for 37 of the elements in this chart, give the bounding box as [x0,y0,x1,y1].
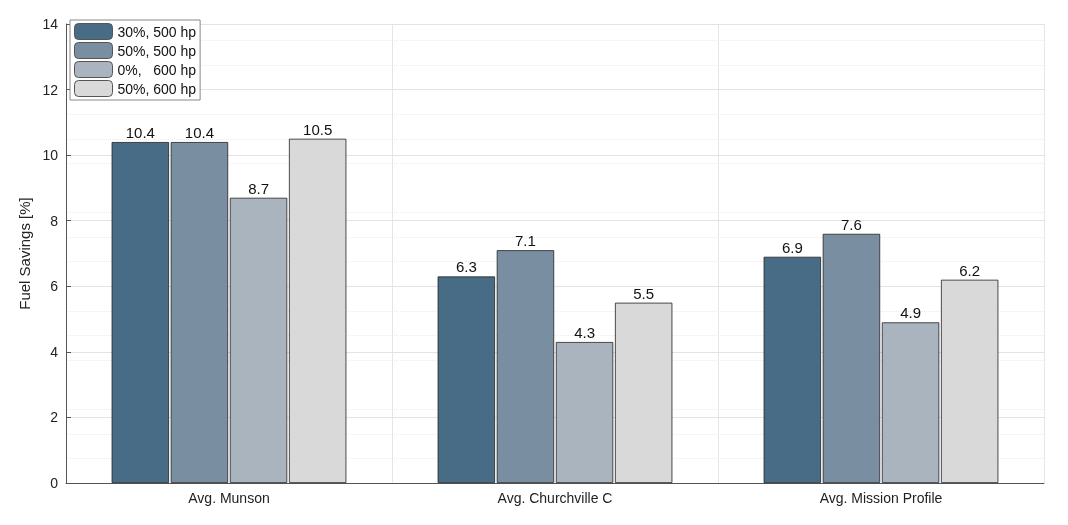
y-tick-label: 12 [42,81,59,98]
x-tick-label: Avg. Mission Profile [819,490,943,506]
bar [437,276,496,483]
y-axis-title: Fuel Savings [%] [15,197,33,310]
data-label: 8.7 [248,179,269,197]
data-label: 6.2 [959,261,981,279]
bar [822,233,881,483]
data-label: 5.5 [633,284,655,302]
x-tick-label: Avg. Munson [188,490,270,506]
data-label: 10.4 [125,124,155,142]
y-tick-label: 14 [42,16,59,32]
bar [496,250,555,483]
data-label: 6.9 [781,238,803,256]
legend-label: 0%, 600 hp [117,61,197,78]
bar [111,142,170,483]
y-tick-label: 8 [50,212,59,229]
y-tick-label: 0 [50,475,59,491]
y-tick-label: 2 [50,409,59,426]
y-tick-label: 4 [50,343,59,360]
bar [881,322,940,483]
legend-label: 50%, 500 hp [117,42,197,59]
data-label: 7.1 [515,232,536,250]
y-tick-label: 6 [50,278,59,295]
data-label: 4.9 [900,304,921,322]
bar [170,142,229,483]
x-tick-label: Avg. Churchville C [497,490,613,506]
data-label: 4.3 [574,324,595,342]
y-tick-label: 10 [42,147,59,164]
bar [763,256,822,483]
legend-label: 30%, 500 hp [117,23,197,40]
legend-label: 50%, 600 hp [117,80,197,97]
data-label: 10.5 [303,120,333,138]
data-label: 10.4 [184,124,215,142]
data-label: 6.3 [455,258,477,276]
data-label: 7.6 [841,215,862,233]
bar [555,342,614,483]
bar [229,197,288,483]
